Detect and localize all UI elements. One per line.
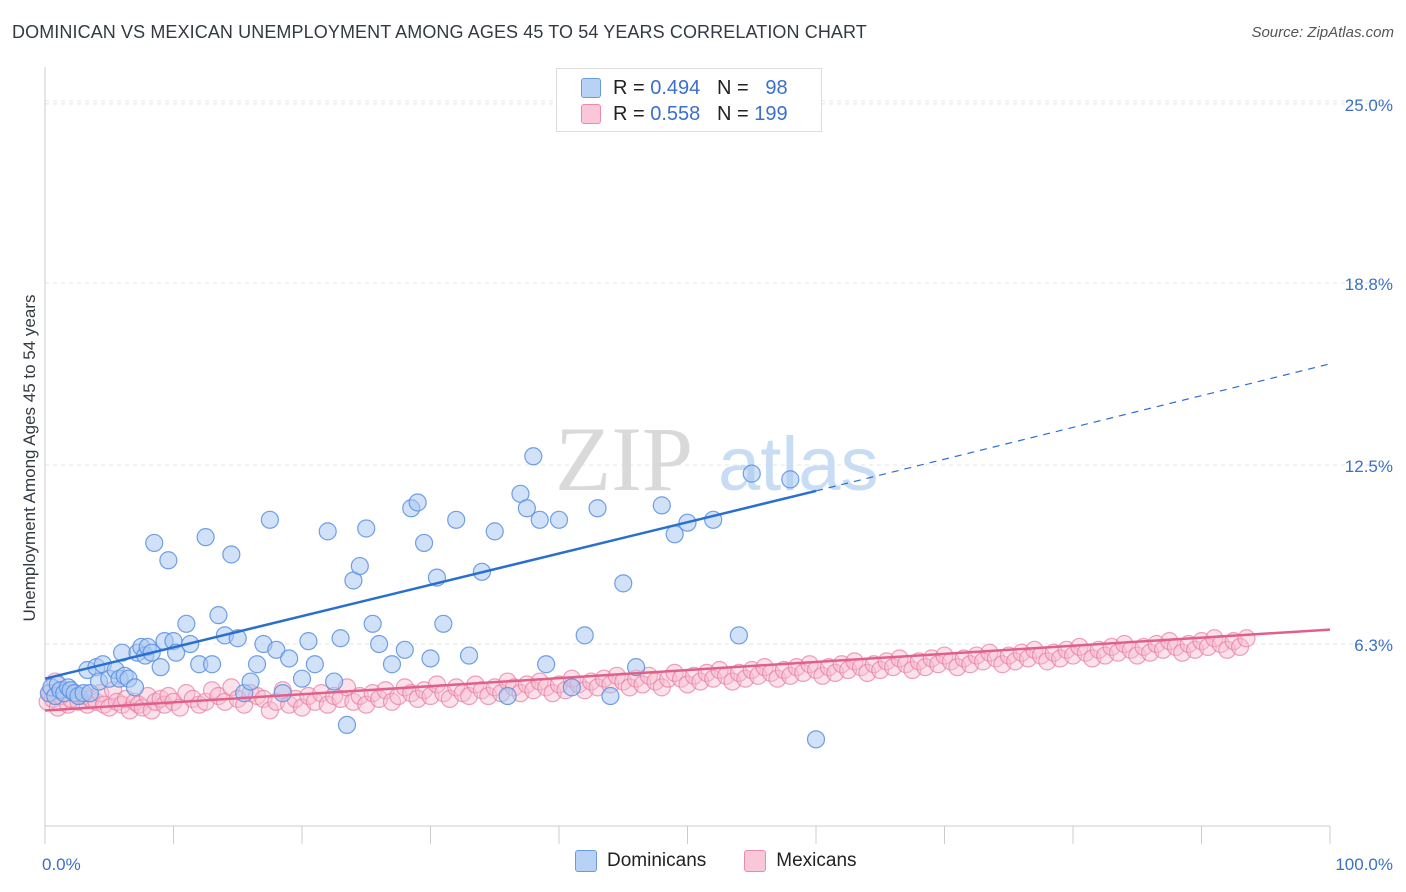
legend-swatch-mexicans — [744, 850, 767, 872]
dominican-point — [434, 614, 453, 633]
dominican-point — [601, 686, 620, 706]
legend-r-label: R = — [613, 102, 645, 125]
dominicans-trend-line — [44, 489, 817, 680]
dominican-point — [241, 672, 260, 691]
dominican-point — [537, 655, 556, 674]
dominican-point — [562, 678, 581, 697]
series-legend: Dominicans Mexicans — [575, 850, 857, 872]
legend-r-label: R = — [613, 76, 645, 99]
dominican-point — [363, 614, 382, 633]
dominican-point — [325, 672, 344, 691]
mexican-point — [1237, 629, 1256, 648]
mexicans-trend-line — [44, 628, 1331, 712]
dominican-point — [305, 655, 324, 674]
dominican-point — [395, 640, 414, 659]
correlation-legend: R = 0.494 N = 98 R = 0.558 N = 199 — [556, 68, 822, 132]
watermark-zip: ZIP — [555, 408, 693, 510]
dominican-point — [626, 658, 646, 677]
dominican-point — [247, 655, 267, 674]
dominican-point — [414, 533, 434, 553]
dominican-point — [202, 655, 222, 674]
dominican-point — [575, 626, 594, 645]
x-tick-labels: 0.0% 100.0% — [42, 855, 1393, 874]
dominican-point — [159, 551, 178, 570]
dominican-point — [299, 632, 318, 651]
legend-n-value-dominicans: 98 — [765, 76, 788, 99]
dominican-point — [145, 533, 164, 553]
chart-title: DOMINICAN VS MEXICAN UNEMPLOYMENT AMONG … — [12, 22, 867, 42]
dominican-point — [447, 510, 466, 529]
legend-n-label: N = — [716, 102, 749, 125]
dominican-point — [350, 556, 369, 576]
legend-r-value-dominicans: 0.494 — [650, 76, 701, 99]
dominican-point — [524, 447, 543, 466]
dominican-point — [177, 614, 196, 633]
mexican-point — [159, 686, 178, 706]
legend-swatch-dominicans — [581, 78, 601, 98]
dominican-point — [337, 715, 357, 735]
y-tick-label: 6.3% — [1354, 636, 1393, 655]
dominican-point — [292, 669, 312, 688]
legend-swatch-mexicans — [581, 104, 601, 124]
legend-n-value-mexicans: 199 — [754, 102, 788, 125]
dominican-point — [151, 658, 170, 677]
dominican-point — [421, 649, 440, 668]
watermark: ZIP atlas — [555, 408, 879, 510]
y-tick-label: 25.0% — [1345, 96, 1393, 115]
dominican-point — [742, 464, 761, 483]
dominican-point — [273, 684, 292, 703]
dominican-point — [485, 522, 504, 541]
dominican-point — [517, 499, 536, 518]
dominican-point — [530, 510, 549, 529]
gridlines — [45, 100, 1390, 645]
legend-n-label: N = — [716, 76, 749, 99]
dominican-point — [781, 470, 800, 489]
legend-label-dominicans: Dominicans — [607, 850, 707, 871]
dominican-point — [498, 686, 517, 706]
dominican-point — [222, 545, 241, 564]
dominican-point — [331, 629, 350, 648]
dominican-point — [370, 634, 389, 654]
dominican-point — [357, 519, 376, 538]
dominicans-trend-extension — [815, 363, 1331, 492]
legend-r-value-mexicans: 0.558 — [650, 102, 701, 125]
dominican-point — [459, 646, 479, 665]
dominican-point — [125, 678, 145, 697]
y-tick-label: 18.8% — [1345, 275, 1393, 294]
trend-lines — [44, 363, 1331, 712]
x-tick-label: 0.0% — [42, 855, 81, 874]
dominican-point — [588, 499, 607, 518]
source-credit: Source: ZipAtlas.com — [1251, 24, 1394, 41]
y-tick-labels: 6.3% 12.5% 18.8% 25.0% — [1345, 96, 1393, 655]
dominican-point — [260, 510, 279, 529]
watermark-atlas: atlas — [718, 422, 879, 507]
legend-swatch-dominicans — [575, 850, 597, 872]
dominican-point — [652, 496, 671, 515]
dominican-point — [729, 626, 749, 645]
dominican-point — [209, 606, 228, 625]
y-tick-label: 12.5% — [1345, 457, 1393, 476]
dominican-point — [408, 493, 427, 512]
dominican-point — [267, 640, 286, 659]
dominican-point — [196, 528, 215, 547]
dominican-point — [382, 655, 402, 674]
dominican-point — [280, 649, 299, 668]
dominican-point — [549, 510, 569, 529]
legend-row-mexicans: R = 0.558 N = 199 — [581, 102, 788, 126]
dominican-point — [614, 574, 633, 593]
legend-label-mexicans: Mexicans — [776, 850, 857, 871]
legend-row-dominicans: R = 0.494 N = 98 — [581, 76, 788, 100]
dominican-point — [806, 730, 826, 749]
x-tick-label: 100.0% — [1335, 855, 1393, 874]
dominican-point — [318, 522, 337, 541]
